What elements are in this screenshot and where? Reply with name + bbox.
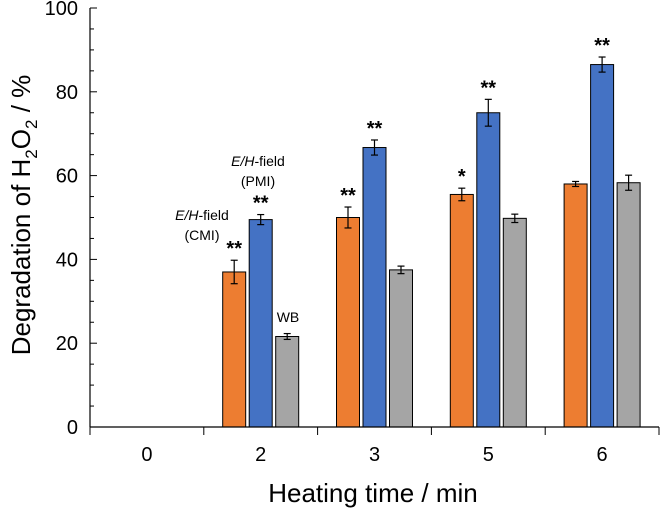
x-tick-label: 5 <box>483 444 494 466</box>
bar <box>389 269 413 428</box>
y-tick-label: 0 <box>67 417 78 439</box>
bar <box>502 217 527 428</box>
y-axis-title: Degradation of H2O2 / % <box>6 75 41 356</box>
bar <box>248 219 273 428</box>
significance-mark: ** <box>481 77 497 99</box>
annotation-wb: WB <box>277 309 300 325</box>
bar <box>362 147 387 428</box>
significance-mark: ** <box>226 238 242 260</box>
bar <box>590 64 615 428</box>
x-tick-label: 6 <box>597 444 608 466</box>
significance-mark: * <box>458 166 466 188</box>
y-tick-label: 20 <box>56 333 78 355</box>
annotation-cmi-line2: (CMI) <box>185 227 220 243</box>
y-tick-label: 100 <box>45 0 78 20</box>
x-axis-title: Heating time / min <box>268 478 478 508</box>
y-tick-label: 80 <box>56 82 78 104</box>
bar <box>476 112 501 428</box>
x-tick-label: 0 <box>141 444 152 466</box>
bar <box>563 183 588 428</box>
significance-mark: ** <box>253 193 269 215</box>
bar <box>449 193 474 428</box>
axes-layer: 0 20 40 60 80 100 0 2 3 5 6 <box>45 0 660 466</box>
x-tick-label: 2 <box>255 444 266 466</box>
bars-layer: ************* <box>222 35 641 428</box>
bar <box>336 217 360 428</box>
significance-mark: ** <box>340 185 356 207</box>
annotation-cmi-line1: E/H-field <box>175 207 229 223</box>
significance-mark: ** <box>594 35 610 57</box>
y-tick-label: 40 <box>56 249 78 271</box>
y-tick-label: 60 <box>56 166 78 188</box>
x-tick-label: 3 <box>369 444 380 466</box>
bar <box>275 335 300 428</box>
annotation-pmi-line1: E/H-field <box>231 153 285 169</box>
bar <box>616 182 641 428</box>
significance-mark: ** <box>367 118 383 140</box>
bar <box>222 271 247 428</box>
annotation-pmi-line2: (PMI) <box>241 173 275 189</box>
